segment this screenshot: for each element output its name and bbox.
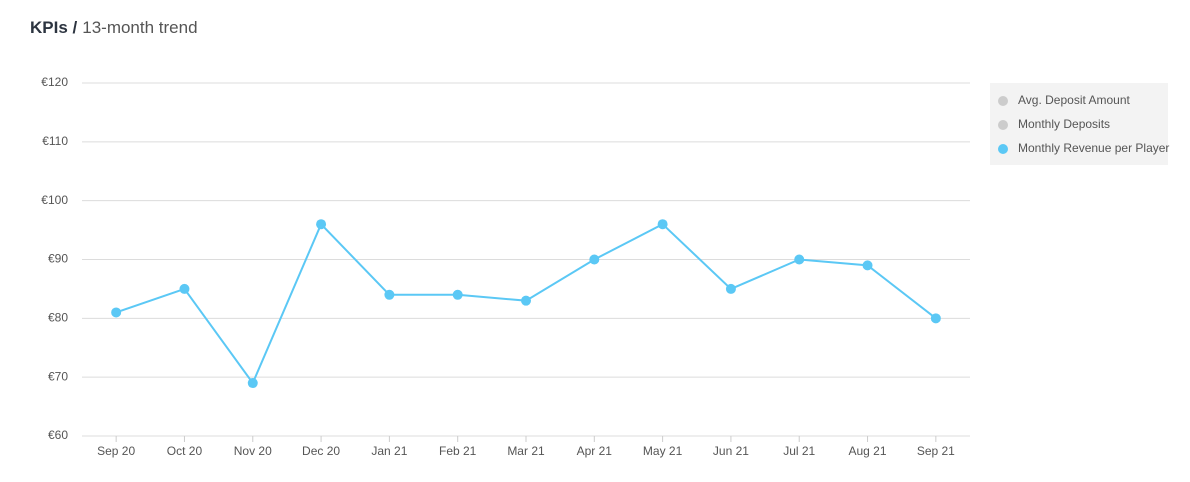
chart-heading: KPIs /13-month trend: [30, 18, 198, 37]
x-tick-label: Mar 21: [507, 444, 545, 458]
x-tick-label: Dec 20: [302, 444, 340, 458]
x-tick-label: Sep 21: [917, 444, 955, 458]
data-point: [862, 260, 873, 271]
data-point: [247, 378, 258, 389]
y-tick-label: €80: [48, 311, 68, 325]
chart-subtitle: 13-month trend: [82, 18, 197, 37]
legend-marker[interactable]: [998, 120, 1008, 130]
x-tick-label: Nov 20: [234, 444, 272, 458]
legend-label[interactable]: Avg. Deposit Amount: [1018, 93, 1131, 107]
data-point: [111, 307, 122, 318]
x-tick-label: Oct 20: [167, 444, 203, 458]
data-point: [794, 254, 805, 265]
legend-label[interactable]: Monthly Deposits: [1018, 117, 1110, 131]
chart-title: KPIs /: [30, 18, 78, 37]
x-tick-label: Feb 21: [439, 444, 477, 458]
legend-marker[interactable]: [998, 96, 1008, 106]
data-point: [521, 295, 531, 306]
x-tick-label: Jul 21: [783, 444, 815, 458]
data-point: [384, 289, 395, 300]
x-tick-label: Jan 21: [371, 444, 407, 458]
y-tick-label: €120: [41, 75, 68, 89]
data-point: [930, 313, 941, 324]
y-tick-label: €90: [48, 252, 68, 266]
data-point: [589, 254, 600, 265]
x-tick-label: Jun 21: [713, 444, 749, 458]
legend-label[interactable]: Monthly Revenue per Player: [1018, 141, 1169, 155]
data-point: [452, 289, 463, 300]
y-tick-label: €110: [42, 134, 68, 148]
x-tick-label: Apr 21: [577, 444, 613, 458]
data-point: [179, 283, 190, 294]
data-point: [657, 219, 668, 230]
y-tick-label: €100: [41, 193, 68, 207]
legend-box: [990, 83, 1168, 165]
y-tick-label: €60: [48, 428, 68, 442]
x-tick-label: Aug 21: [849, 444, 887, 458]
x-tick-label: May 21: [643, 444, 683, 458]
legend-marker[interactable]: [998, 144, 1008, 154]
data-point: [725, 283, 736, 294]
x-tick-label: Sep 20: [97, 444, 135, 458]
data-point: [316, 219, 327, 230]
y-tick-label: €70: [48, 369, 68, 383]
